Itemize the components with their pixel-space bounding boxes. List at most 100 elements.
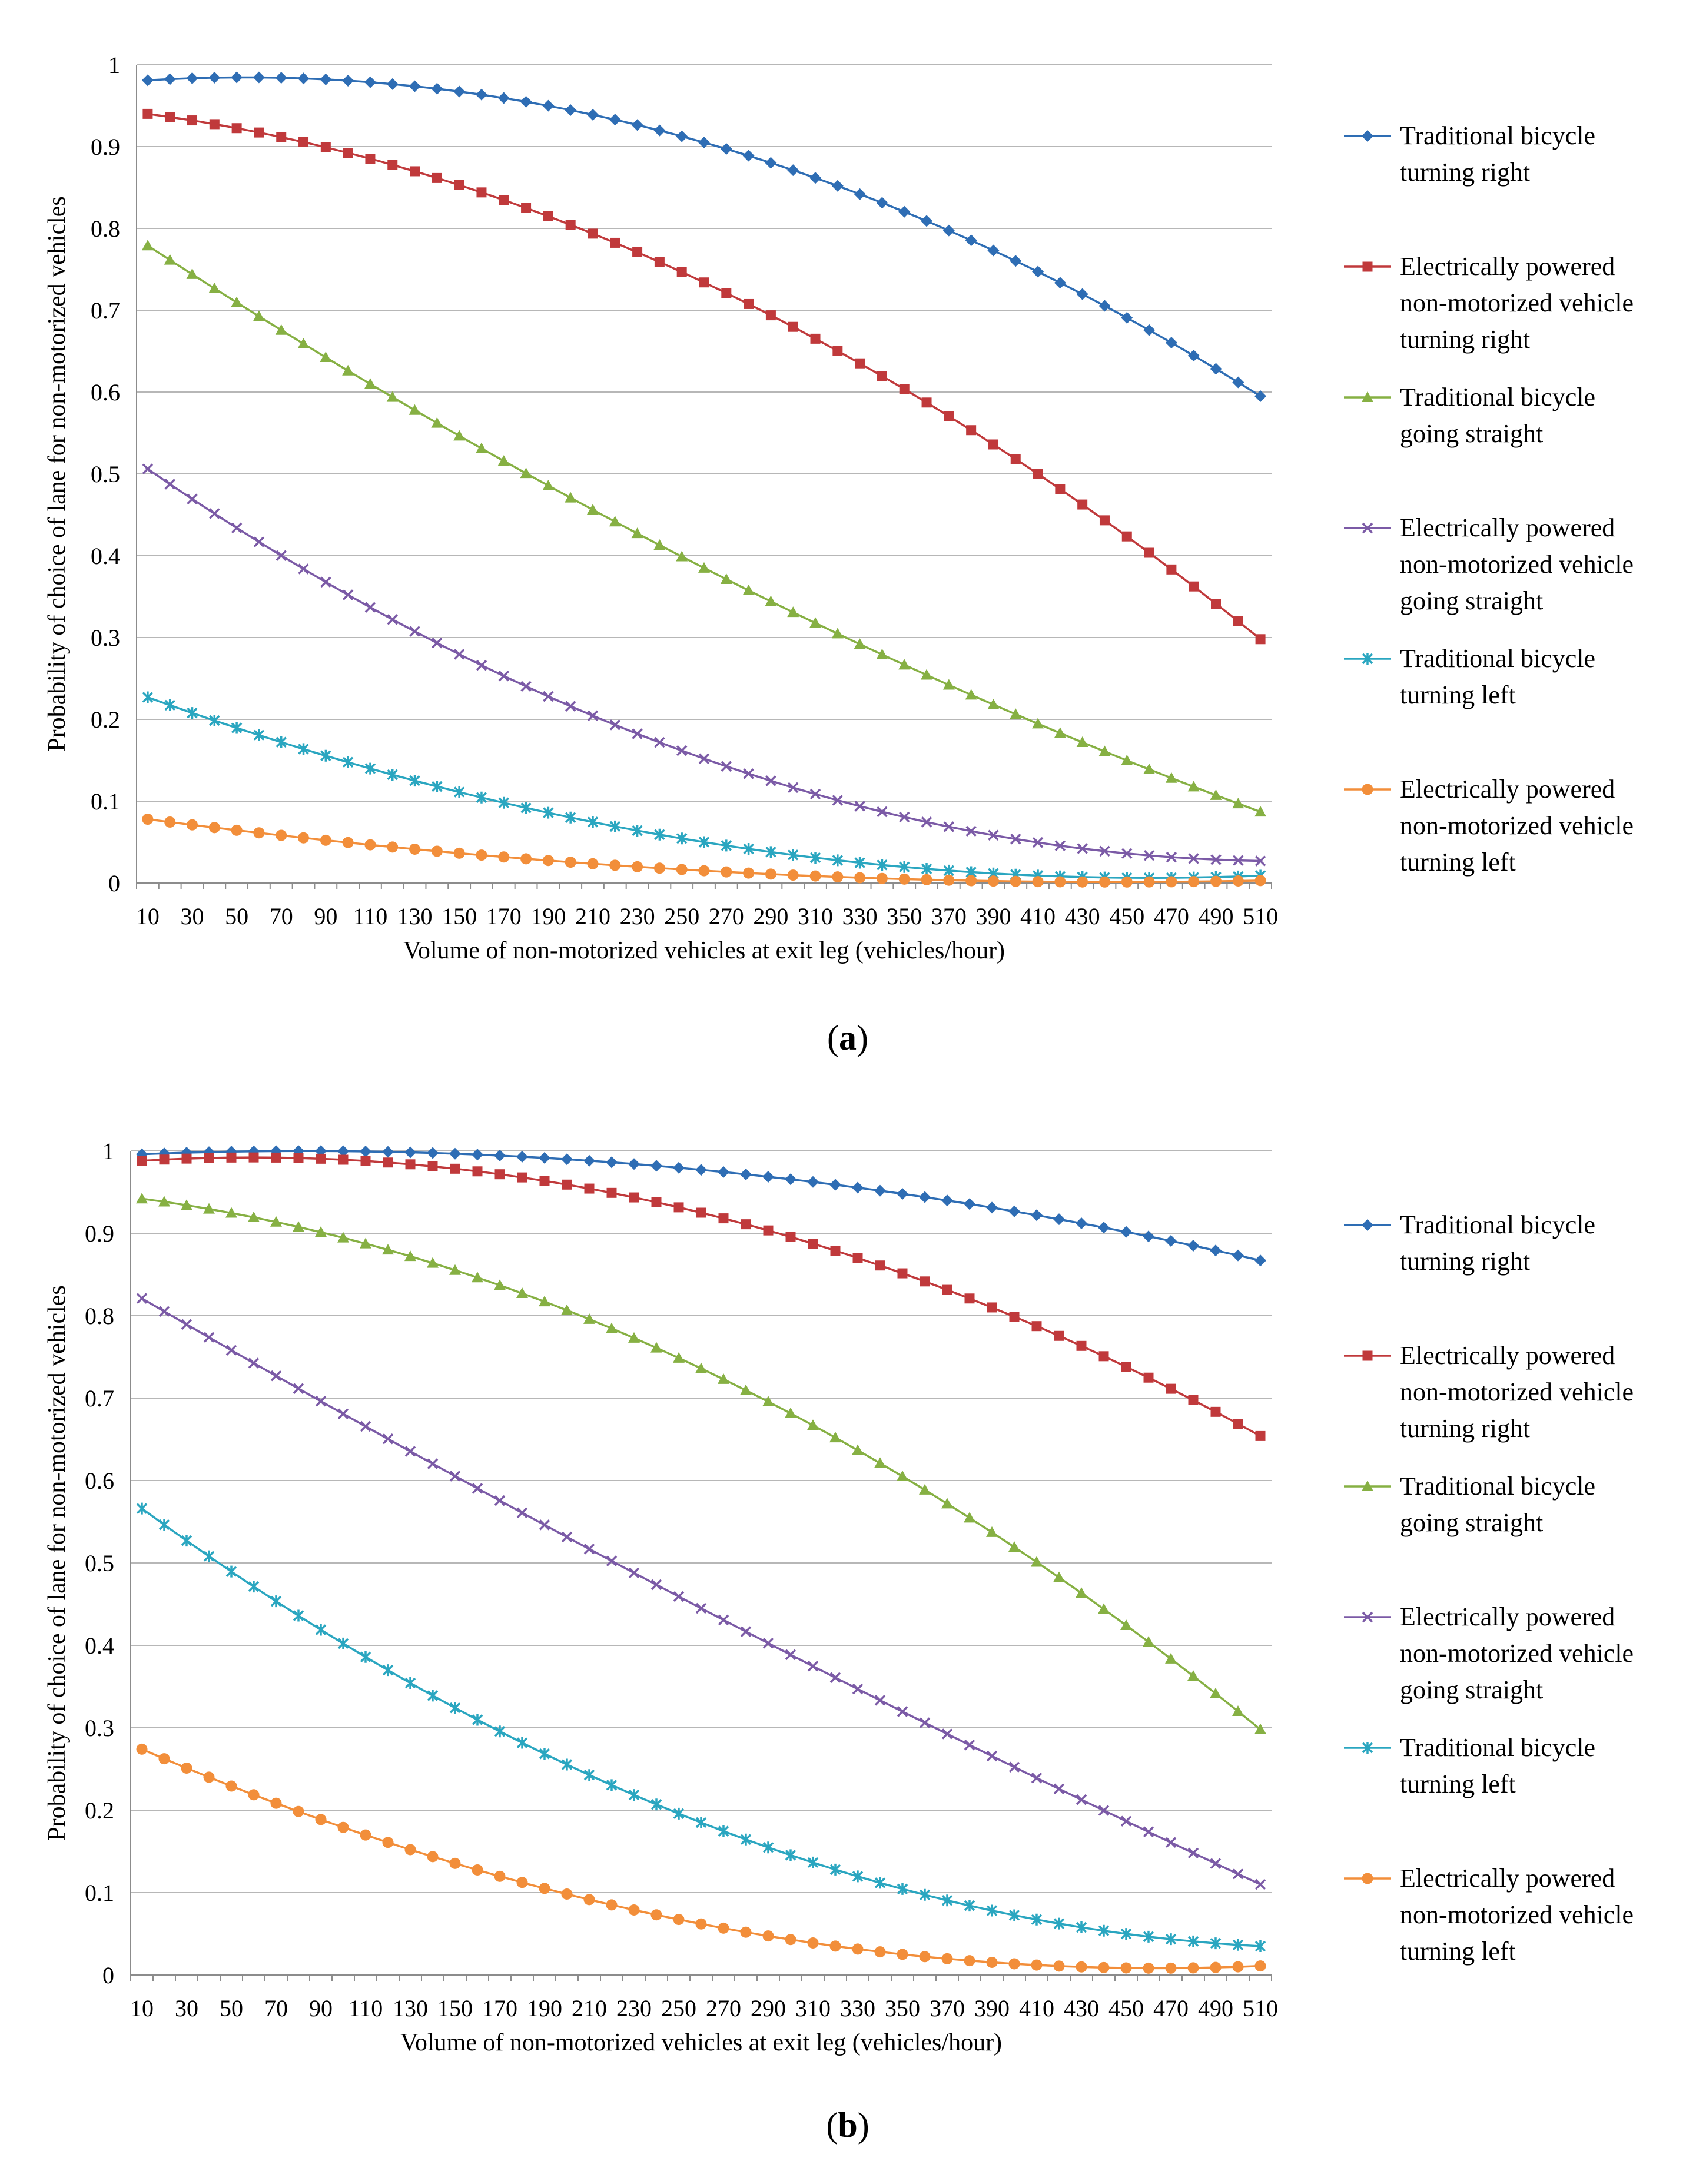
y-tick-label: 0.1 [85,1880,114,1906]
data-point [276,132,287,142]
data-point [721,288,732,298]
data-point [877,371,887,381]
data-point [628,1789,640,1801]
data-point [565,701,576,712]
x-axis-title: Volume of non-motorized vehicles at exit… [403,937,1005,964]
legend-entry: Traditional bicycle going straight [1344,383,1595,448]
legend-marker [1362,784,1373,795]
data-point [673,1807,685,1820]
data-point [476,849,487,861]
data-point [1076,1587,1087,1598]
y-tick-label: 0.7 [91,297,120,324]
data-point [315,1396,327,1407]
data-point [721,866,732,878]
data-point [453,85,466,98]
data-point [386,78,399,90]
data-point [740,1626,752,1637]
data-point [203,1771,215,1783]
data-point [676,832,688,845]
data-point [1010,708,1022,719]
data-point [270,1370,282,1382]
data-point [142,814,154,825]
data-point [449,1702,461,1714]
data-point [1143,1930,1154,1943]
data-point [365,154,376,164]
data-point [695,1164,707,1176]
data-point [852,1683,864,1695]
data-point [874,1457,886,1468]
data-point [832,346,843,356]
data-point [404,1677,416,1689]
data-point [270,1797,282,1809]
x-tick-label: 510 [1243,903,1278,930]
data-point [364,378,376,389]
legend-label: turning right [1400,325,1530,354]
data-point [360,1145,371,1157]
x-tick-label: 410 [1020,903,1056,930]
x-tick-label: 130 [393,1995,428,2022]
legend-label: going straight [1400,419,1543,448]
data-point [320,749,331,762]
data-point [919,1888,931,1901]
data-point [1255,1430,1266,1441]
data-point [231,123,242,134]
data-point [141,240,154,251]
data-point [360,1420,371,1432]
data-point [897,1706,908,1717]
legend-label: Traditional bicycle [1400,1210,1595,1239]
data-point [740,1833,752,1846]
data-point [899,811,910,823]
data-point [231,522,243,534]
data-point [921,397,932,408]
data-point [1165,1652,1177,1664]
data-point [698,865,710,877]
x-tick-label: 30 [175,1995,198,2022]
data-point [986,1201,998,1214]
data-point [360,1156,371,1166]
data-point [1210,1687,1222,1698]
data-point [785,1934,796,1946]
data-point [187,493,198,504]
data-point [986,1750,998,1762]
x-tick-label: 210 [572,1995,607,2022]
data-point [765,157,777,169]
data-point [1166,1383,1176,1394]
data-point [472,1483,483,1494]
y-tick-label: 0 [108,870,120,897]
data-point [1077,843,1088,854]
data-point [718,1825,729,1837]
data-point [253,536,265,547]
data-point [654,257,665,267]
data-point [1008,1205,1020,1217]
data-point [1143,324,1156,336]
data-point [588,228,598,239]
data-point [855,358,865,369]
data-point [364,762,376,775]
data-point [298,137,309,147]
data-point [539,1883,550,1894]
data-point [988,829,999,841]
legend-label: going straight [1400,1508,1543,1537]
data-point [231,722,243,734]
data-point [1120,1928,1132,1940]
data-point [650,1160,662,1172]
data-point [1254,1723,1266,1734]
data-point [494,1725,506,1738]
x-tick-label: 110 [349,1995,383,2022]
data-point [315,1226,327,1237]
data-point [829,1672,841,1684]
data-point [1009,1312,1020,1322]
data-point [1232,376,1244,389]
data-point [830,1245,841,1256]
data-point [743,843,754,855]
data-point [1233,616,1243,626]
legend-marker [1362,1350,1373,1361]
data-point [765,868,776,880]
data-point [897,1949,908,1960]
data-point [561,1888,573,1900]
data-point [1076,1961,1087,1973]
data-point [832,871,844,883]
legend-marker [1362,261,1373,272]
data-point [650,1579,662,1591]
legend-label: turning left [1400,1937,1516,1966]
